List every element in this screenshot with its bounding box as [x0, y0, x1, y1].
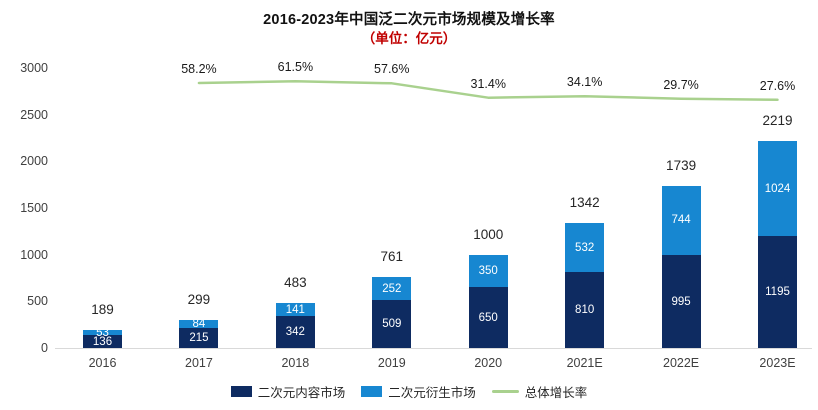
bar-segment-derivative-2023E [758, 140, 797, 237]
bar-segment-derivative-2021E [565, 222, 605, 273]
legend-label-content-market: 二次元内容市场 [257, 386, 346, 400]
growth-rate-label-2021E: 34.1% [566, 75, 603, 90]
growth-rate-label-2022E: 29.7% [663, 77, 699, 92]
bar-value-derivative-2019: 252 [382, 282, 402, 295]
bar-value-content-2020: 650 [478, 311, 498, 324]
bar-value-derivative-2016: 53 [96, 326, 109, 339]
bar-value-content-2017: 215 [189, 331, 209, 344]
bar-value-derivative-2023E: 1024 [764, 182, 791, 195]
bar-value-content-2023E: 1195 [765, 286, 790, 299]
bar-value-content-2018: 342 [285, 326, 305, 339]
bar-value-derivative-2017: 84 [192, 318, 206, 330]
x-axis-label-2022E: 2022E [663, 356, 700, 370]
legend-item-growth-rate: 总体增长率 [491, 382, 588, 401]
bar-value-content-2022E: 995 [671, 295, 691, 308]
y-axis-label: 1500 [20, 201, 48, 215]
bar-total-label-2020: 1000 [473, 226, 504, 242]
x-axis-label-2018: 2018 [281, 356, 310, 370]
bar-value-content-2016: 136 [92, 335, 113, 348]
bar-segment-content-2019 [372, 300, 412, 348]
bar-total-label-2016: 189 [91, 302, 114, 318]
bar-value-derivative-2021E: 532 [575, 241, 595, 254]
bar-segment-derivative-2016 [83, 330, 122, 336]
legend-swatch-growth-line [491, 390, 519, 393]
legend-swatch-derivative-market [361, 386, 383, 397]
x-axis-label-2017: 2017 [185, 356, 213, 370]
x-axis-label-2021E: 2021E [566, 356, 603, 370]
x-axis-label-2019: 2019 [377, 356, 406, 370]
legend-label-derivative-market: 二次元衍生市场 [388, 386, 476, 400]
bar-total-label-2018: 483 [284, 274, 307, 290]
y-axis-label: 2500 [20, 107, 48, 122]
plot-area: 0 500 1000 1500 2000 2500 3000 136 53 189 2016 215 8… [20, 60, 812, 370]
y-axis-label: 1000 [20, 247, 48, 262]
x-axis-line [55, 348, 812, 349]
legend-item-content-market: 二次元内容市场 [230, 382, 346, 401]
growth-rate-label-2018: 61.5% [277, 60, 314, 75]
y-axis-label: 3000 [20, 61, 48, 75]
x-axis-label-2016: 2016 [88, 356, 117, 370]
y-axis-label: 0 [41, 341, 48, 355]
bar-value-derivative-2018: 141 [285, 303, 305, 316]
legend-label-growth-rate: 总体增长率 [524, 386, 588, 400]
bar-value-content-2021E: 810 [575, 304, 595, 317]
x-axis-label-2023E: 2023E [759, 356, 796, 370]
bar-segment-derivative-2020 [468, 254, 508, 288]
bar-segment-content-2017 [179, 327, 219, 348]
bar-total-label-2023E: 2219 [762, 112, 793, 128]
bar-total-label-2022E: 1739 [666, 157, 697, 173]
chart-title: 2016-2023年中国泛二次元市场规模及增长率 [263, 12, 555, 28]
bar-segment-content-2021E [565, 272, 605, 348]
bar-segment-derivative-2019 [372, 276, 412, 301]
chart-subtitle: （单位：亿元） [361, 31, 457, 46]
bar-segment-content-2022E [661, 255, 701, 348]
bar-value-derivative-2020: 350 [478, 265, 498, 277]
bar-segment-derivative-2018 [275, 302, 315, 317]
growth-rate-label-2023E: 27.6% [759, 78, 796, 93]
bar-total-label-2017: 299 [187, 292, 211, 308]
bar-total-label-2021E: 1342 [569, 194, 600, 210]
x-axis-label-2020: 2020 [474, 356, 503, 370]
legend-swatch-content-market [230, 386, 252, 397]
legend: 二次元内容市场 二次元衍生市场 总体增长率 [0, 382, 818, 401]
bar-value-derivative-2022E: 744 [671, 214, 691, 227]
bar-segment-content-2023E [758, 236, 797, 348]
y-axis-label: 2000 [20, 154, 48, 169]
bar-segment-content-2020 [468, 287, 508, 348]
bar-segment-content-2018 [275, 316, 315, 348]
growth-rate-label-2019: 57.6% [374, 62, 410, 77]
bar-segment-derivative-2022E [661, 185, 701, 256]
growth-rate-label-2020: 31.4% [470, 76, 506, 91]
y-axis-label: 500 [27, 294, 48, 309]
bar-segment-derivative-2017 [179, 320, 219, 328]
bar-value-content-2019: 509 [382, 318, 402, 331]
legend-item-derivative-market: 二次元衍生市场 [361, 382, 476, 401]
bar-total-label-2019: 761 [380, 248, 404, 264]
bar-segment-content-2016 [83, 335, 122, 348]
growth-rate-label-2017: 58.2% [181, 61, 217, 76]
